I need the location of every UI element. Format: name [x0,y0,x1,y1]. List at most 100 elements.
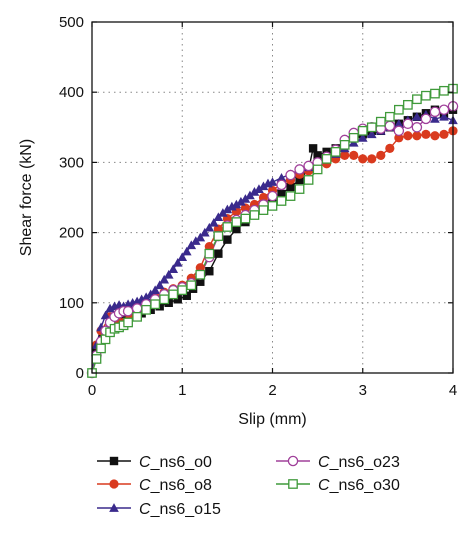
data-point [223,235,232,244]
data-point [430,131,440,141]
data-point [294,164,305,175]
legend-label-suffix: _ns6_o23 [329,454,400,471]
data-point [249,187,260,196]
legend-item-c-ns6-o0: C_ns6_o0 [97,454,212,471]
data-point [163,269,174,279]
series-line-c-ns6-o15 [91,113,454,374]
data-point [294,184,305,194]
legend-label-suffix: _ns6_o15 [150,501,221,518]
y-tick-label: 200 [59,225,84,242]
data-point [96,343,106,354]
data-point [412,111,422,121]
data-point [303,160,314,172]
data-point [236,196,246,206]
y-axis-label: Shear force (kN) [18,139,35,256]
data-point [439,129,449,139]
legend-label-suffix: _ns6_o0 [150,454,212,471]
data-point [195,269,206,280]
data-point [412,94,422,105]
data-point [249,210,260,220]
legend-marker [287,455,299,467]
data-point [276,179,287,191]
data-point [403,99,413,110]
data-point [177,285,188,296]
data-point [312,164,323,175]
legend-marker [109,503,119,512]
x-tick-label: 4 [449,382,457,399]
data-point [245,190,255,200]
data-point [182,291,191,300]
data-point [168,264,179,273]
data-point [150,285,161,295]
data-point [150,299,161,310]
data-point [376,150,386,160]
data-point [330,147,341,157]
data-point [159,274,170,284]
x-axis-label: Slip (mm) [238,411,306,428]
data-point [204,222,215,232]
legend-label-prefix: C [139,454,151,471]
legend-item-c-ns6-o23: C_ns6_o23 [276,454,400,471]
data-point [254,184,264,193]
data-point [231,199,242,209]
data-point [276,173,287,182]
data-point [357,125,368,136]
data-point [258,205,269,215]
legend-label: C_ns6_o8 [139,477,212,494]
data-point [348,132,359,143]
data-point [420,113,432,125]
data-point [196,277,205,286]
series-markers [86,83,459,379]
data-point [177,252,188,262]
data-point [181,246,192,256]
data-point [358,154,368,164]
data-point [100,310,111,320]
data-point [285,191,296,201]
data-point [303,175,314,185]
data-point [258,181,269,191]
data-point [123,317,133,328]
axis-tick-labels: 0 1 2 3 4 0 100 200 300 400 500 [59,14,457,399]
data-point [411,122,423,133]
y-tick-label: 300 [59,154,84,171]
data-point [430,114,440,123]
data-point [131,303,143,314]
legend-label-prefix: C [318,477,330,494]
data-point [439,111,449,121]
legend-label-prefix: C [318,454,330,471]
grid-lines [92,22,453,373]
data-point [439,85,449,96]
legend-marker [109,456,119,466]
legend: C_ns6_o0C_ns6_o8C_ns6_o15C_ns6_o23C_ns6_… [97,454,400,518]
legend-label: C_ns6_o30 [318,477,400,494]
legend-label: C_ns6_o15 [139,501,221,518]
data-point [141,304,151,315]
data-point [214,249,223,258]
data-point [384,111,395,122]
data-point [421,129,431,139]
data-point [159,294,170,305]
x-tick-label: 3 [359,382,367,399]
legend-item-c-ns6-o15: C_ns6_o15 [97,501,221,518]
data-point [308,144,318,153]
data-point [276,196,287,206]
data-point [91,354,102,364]
legend-label: C_ns6_o0 [139,454,212,471]
data-point [438,104,450,116]
data-point [429,106,441,118]
data-point [286,182,295,192]
legend-label-prefix: C [139,477,151,494]
data-point [349,150,359,160]
data-point [384,120,396,132]
legend-label-prefix: C [139,501,151,518]
data-point [190,236,201,245]
data-point [173,295,182,304]
data-point [186,280,197,291]
data-point [295,175,304,185]
data-point [402,118,414,130]
data-point [205,267,214,276]
data-point [285,169,296,181]
y-tick-label: 400 [59,84,84,101]
data-point [154,280,165,290]
